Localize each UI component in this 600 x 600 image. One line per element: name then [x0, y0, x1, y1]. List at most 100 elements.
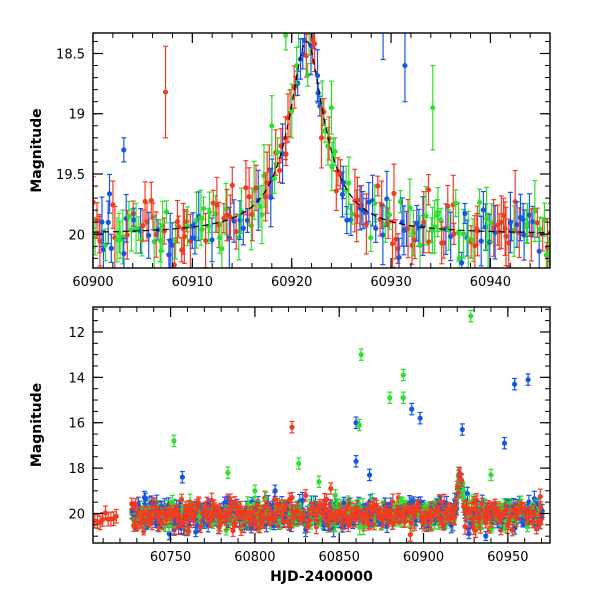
marker — [148, 197, 154, 204]
marker — [105, 219, 111, 225]
marker — [332, 148, 338, 155]
data-point-blue — [279, 123, 286, 184]
data-point-green — [199, 218, 205, 241]
data-point-red — [162, 45, 169, 139]
data-point-green — [477, 188, 483, 217]
marker — [478, 238, 484, 244]
data-point-green — [532, 180, 538, 243]
x-tick-label: 60920 — [271, 275, 312, 290]
data-point-green — [269, 95, 275, 157]
marker — [332, 492, 338, 498]
marker — [417, 242, 423, 248]
marker — [339, 191, 346, 198]
data-point-green — [430, 64, 436, 151]
data-point-blue — [99, 196, 105, 248]
marker — [421, 219, 427, 225]
data-point-blue — [552, 215, 557, 275]
marker — [289, 494, 295, 501]
marker — [181, 233, 187, 240]
marker — [337, 171, 344, 177]
marker — [305, 72, 311, 78]
data-point-red — [100, 512, 106, 527]
marker — [157, 238, 163, 244]
marker — [389, 241, 396, 247]
data-point-red — [363, 193, 370, 255]
marker — [167, 238, 173, 244]
marker — [146, 232, 152, 238]
data-point-blue — [550, 191, 555, 249]
data-point-green — [328, 80, 335, 135]
marker — [151, 239, 157, 245]
marker — [205, 223, 212, 229]
data-point-red — [445, 184, 451, 228]
marker — [209, 237, 215, 243]
marker — [130, 211, 136, 217]
marker — [348, 217, 354, 223]
marker — [459, 260, 465, 266]
marker — [206, 209, 213, 215]
marker — [445, 203, 451, 209]
data-point-red — [534, 207, 540, 238]
marker — [426, 239, 432, 245]
data-point-green — [368, 223, 374, 253]
data-point-blue — [373, 213, 379, 244]
marker — [193, 217, 200, 223]
marker — [289, 108, 295, 114]
marker — [121, 147, 127, 153]
marker — [324, 496, 330, 503]
data-point-red — [503, 206, 509, 267]
marker — [521, 232, 527, 238]
data-point-green — [386, 199, 393, 230]
marker — [257, 203, 263, 209]
data-point-red — [475, 205, 481, 257]
marker — [373, 225, 379, 231]
marker — [414, 220, 420, 226]
marker — [368, 235, 374, 241]
marker — [275, 149, 281, 155]
marker — [97, 238, 103, 244]
data-point-red — [202, 212, 209, 268]
marker — [142, 496, 149, 502]
marker — [524, 220, 531, 227]
top-panel: 60900 60910 60920 60930 60940 18.5 19 19.5 20 Mag… — [29, 25, 557, 290]
data-point-green — [184, 206, 191, 247]
marker — [240, 225, 246, 231]
data-point-red — [326, 116, 332, 161]
marker — [311, 25, 316, 30]
marker — [333, 188, 339, 194]
marker — [121, 250, 127, 257]
data-point-green — [456, 234, 462, 268]
data-point-blue — [521, 209, 527, 261]
data-point-red — [233, 213, 239, 250]
marker — [283, 33, 289, 39]
data-point-red — [375, 175, 381, 197]
marker — [530, 219, 536, 225]
y-tick-label: 19.5 — [56, 168, 85, 183]
data-point-green — [461, 208, 467, 259]
data-point-green — [259, 184, 265, 245]
x-tick-label: 60940 — [470, 275, 511, 290]
marker — [425, 187, 432, 193]
marker — [140, 223, 146, 229]
data-point-green — [435, 187, 441, 238]
marker — [139, 237, 145, 243]
marker — [343, 187, 349, 193]
model-curve — [93, 40, 550, 234]
marker — [375, 183, 381, 189]
data-point-green — [546, 236, 550, 268]
marker — [402, 62, 408, 69]
marker — [248, 223, 254, 229]
marker — [102, 510, 109, 516]
marker — [344, 217, 350, 223]
data-point-green — [332, 137, 338, 166]
marker — [537, 226, 543, 232]
data-point-blue — [240, 211, 246, 246]
marker — [229, 182, 235, 188]
data-point-red — [354, 176, 361, 224]
marker — [108, 245, 114, 251]
plot-frame — [92, 32, 551, 269]
marker — [462, 210, 468, 217]
marker — [202, 237, 209, 244]
data-point-red — [283, 142, 289, 167]
